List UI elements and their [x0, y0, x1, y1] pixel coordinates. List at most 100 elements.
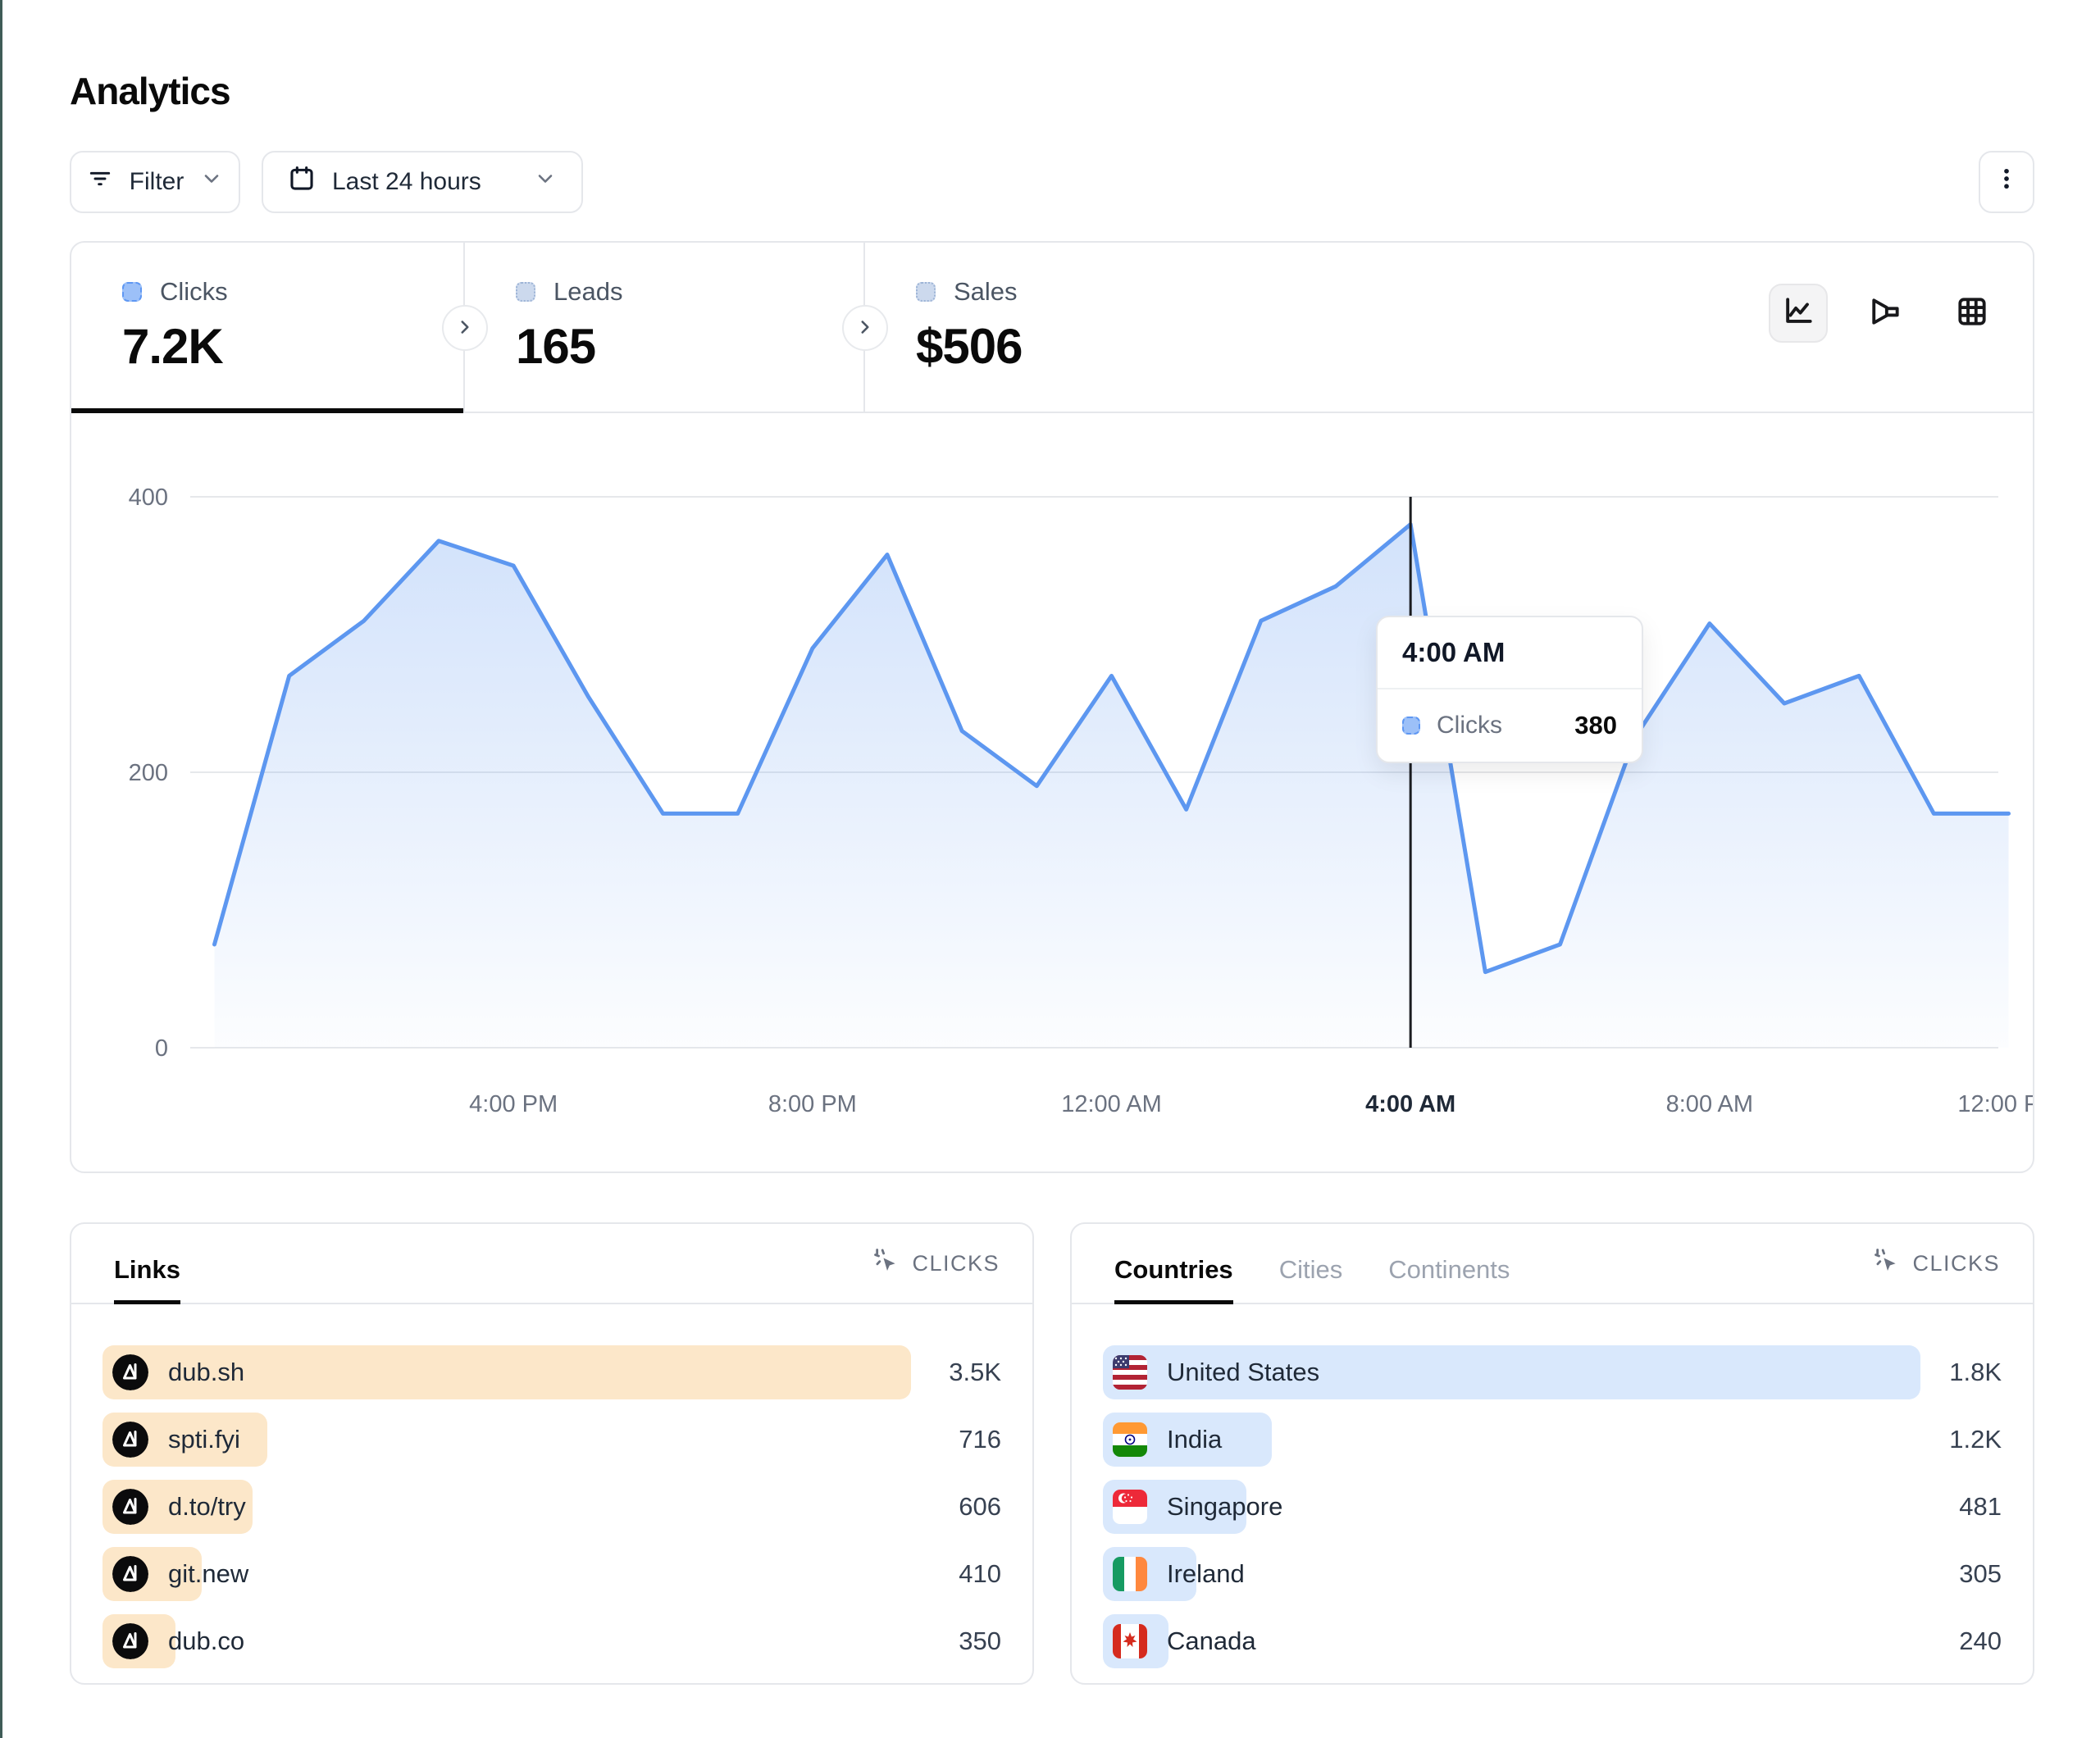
row-clicks-value: 1.2K: [1949, 1425, 2002, 1454]
x-axis-tick: 8:00 PM: [768, 1091, 857, 1117]
links-panel: Links CLICKS dub.sh 3.5K spti.fyi 716 d.to/t…: [70, 1222, 1034, 1685]
filter-button[interactable]: Filter: [70, 151, 240, 213]
line-chart-icon: [1780, 293, 1816, 334]
row-clicks-value: 240: [1959, 1627, 2002, 1655]
stats-pager-button[interactable]: [842, 305, 888, 351]
row-clicks-value: 305: [1959, 1559, 2002, 1588]
tab-links[interactable]: Links: [114, 1224, 180, 1304]
window-edge-accent: [0, 0, 2, 1738]
row-clicks-value: 3.5K: [949, 1358, 1001, 1386]
link-row[interactable]: git.new 410: [102, 1547, 1001, 1601]
tooltip-time: 4:00 AM: [1378, 617, 1642, 689]
x-axis-tick: 4:00 AM: [1365, 1091, 1455, 1117]
tooltip-series-label: Clicks: [1437, 712, 1502, 739]
tab-leads[interactable]: Leads 165: [465, 243, 865, 412]
y-axis-tick: 0: [155, 1035, 168, 1062]
date-range-label: Last 24 hours: [332, 168, 481, 195]
analytics-page: Analytics Filter Last 24 hours: [70, 0, 2034, 1685]
flag-ca-icon: [1113, 1624, 1147, 1658]
row-clicks-value: 606: [959, 1492, 1001, 1521]
clicks-bar: [1103, 1345, 1921, 1399]
country-row[interactable]: Ireland 305: [1103, 1547, 2002, 1601]
flag-us-icon: [1113, 1355, 1147, 1390]
funnel-view-button[interactable]: [1856, 284, 1915, 343]
row-label: d.to/try: [168, 1492, 246, 1521]
tab-cities[interactable]: Cities: [1278, 1255, 1343, 1284]
tooltip-value: 380: [1574, 711, 1617, 739]
x-axis-tick: 12:00 PM: [1957, 1091, 2033, 1117]
tab-continents[interactable]: Continents: [1388, 1255, 1510, 1284]
chevron-down-icon: [534, 167, 557, 197]
link-row[interactable]: d.to/try 606: [102, 1480, 1001, 1534]
leads-series-swatch: [516, 282, 535, 302]
clicks-line-series: [212, 522, 2011, 975]
chart-tooltip: 4:00 AM Clicks 380: [1376, 616, 1643, 763]
more-options-button[interactable]: [1979, 151, 2034, 213]
row-clicks-value: 1.8K: [1949, 1358, 2002, 1386]
row-label: spti.fyi: [168, 1425, 240, 1454]
stats-tabs: Clicks 7.2K Leads 165 Sales $506: [71, 243, 2033, 413]
row-clicks-value: 481: [1959, 1492, 2002, 1521]
tab-countries[interactable]: Countries: [1114, 1224, 1233, 1304]
dub-logo-icon: [112, 1623, 148, 1659]
row-label: Singapore: [1167, 1492, 1283, 1521]
row-label: Ireland: [1167, 1559, 1245, 1588]
clicks-area-fill: [214, 524, 2009, 1048]
row-clicks-value: 410: [959, 1559, 1001, 1588]
page-title: Analytics: [70, 70, 231, 112]
country-row[interactable]: United States 1.8K: [1103, 1345, 2002, 1399]
dub-logo-icon: [112, 1354, 148, 1390]
x-axis-tick: 8:00 AM: [1666, 1091, 1753, 1117]
links-list: dub.sh 3.5K spti.fyi 716 d.to/try 606 git.new 4…: [71, 1304, 1032, 1668]
country-row[interactable]: Singapore 481: [1103, 1480, 2002, 1534]
country-row[interactable]: India 1.2K: [1103, 1413, 2002, 1467]
clicks-series-swatch: [122, 282, 142, 302]
chart-type-switcher: [1769, 284, 2002, 343]
clicks-bar: [102, 1345, 912, 1399]
row-label: Canada: [1167, 1627, 1256, 1655]
link-row[interactable]: dub.sh 3.5K: [102, 1345, 1001, 1399]
line-chart-view-button[interactable]: [1769, 284, 1828, 343]
stats-pager-button[interactable]: [442, 305, 488, 351]
links-metric-label: CLICKS: [912, 1250, 1000, 1276]
kebab-vertical-icon: [1993, 165, 2020, 199]
grid-icon: [1954, 293, 1990, 334]
tab-sales[interactable]: Sales $506: [865, 243, 1259, 412]
country-row[interactable]: Canada 240: [1103, 1614, 2002, 1668]
clicks-timeseries-chart[interactable]: 0 200 400 4:00 PM 8:00 PM 12:00 AM 4:00 AM 8:00…: [71, 413, 2033, 1172]
x-axis-tick: 12:00 AM: [1061, 1091, 1162, 1117]
y-axis-tick: 200: [129, 760, 168, 786]
flag-ie-icon: [1113, 1557, 1147, 1591]
sales-value: $506: [916, 319, 1023, 374]
countries-metric-header[interactable]: CLICKS: [1873, 1247, 2000, 1281]
row-clicks-value: 350: [959, 1627, 1001, 1655]
dub-logo-icon: [112, 1556, 148, 1592]
row-label: India: [1167, 1425, 1223, 1454]
area-chart-canvas[interactable]: 0 200 400 4:00 PM 8:00 PM 12:00 AM 4:00 AM 8:00…: [71, 413, 2033, 1172]
flag-in-icon: [1113, 1422, 1147, 1457]
date-range-button[interactable]: Last 24 hours: [262, 151, 583, 213]
funnel-icon: [1867, 293, 1903, 334]
analytics-card: Clicks 7.2K Leads 165 Sales $506: [70, 241, 2034, 1173]
row-label: United States: [1167, 1358, 1320, 1386]
filter-button-label: Filter: [129, 168, 184, 195]
dub-logo-icon: [112, 1422, 148, 1458]
countries-panel: Countries Cities Continents CLICKS Unite…: [1070, 1222, 2034, 1685]
cursor-click-icon: [1873, 1247, 1901, 1281]
leads-value: 165: [516, 319, 596, 374]
countries-list: United States 1.8K India 1.2K Singapore 481 Ir…: [1072, 1304, 2033, 1668]
chevron-right-icon: [454, 316, 476, 340]
table-view-button[interactable]: [1943, 284, 2002, 343]
dub-logo-icon: [112, 1489, 148, 1525]
clicks-value: 7.2K: [122, 319, 224, 374]
links-metric-header[interactable]: CLICKS: [872, 1247, 1000, 1281]
sales-series-swatch: [916, 282, 936, 302]
leads-label: Leads: [553, 277, 623, 306]
cursor-click-icon: [872, 1247, 900, 1281]
link-row[interactable]: dub.co 350: [102, 1614, 1001, 1668]
tab-clicks[interactable]: Clicks 7.2K: [71, 243, 465, 413]
link-row[interactable]: spti.fyi 716: [102, 1413, 1001, 1467]
row-label: git.new: [168, 1559, 249, 1588]
row-label: dub.sh: [168, 1358, 245, 1386]
toolbar: Filter Last 24 hours: [70, 151, 2034, 213]
